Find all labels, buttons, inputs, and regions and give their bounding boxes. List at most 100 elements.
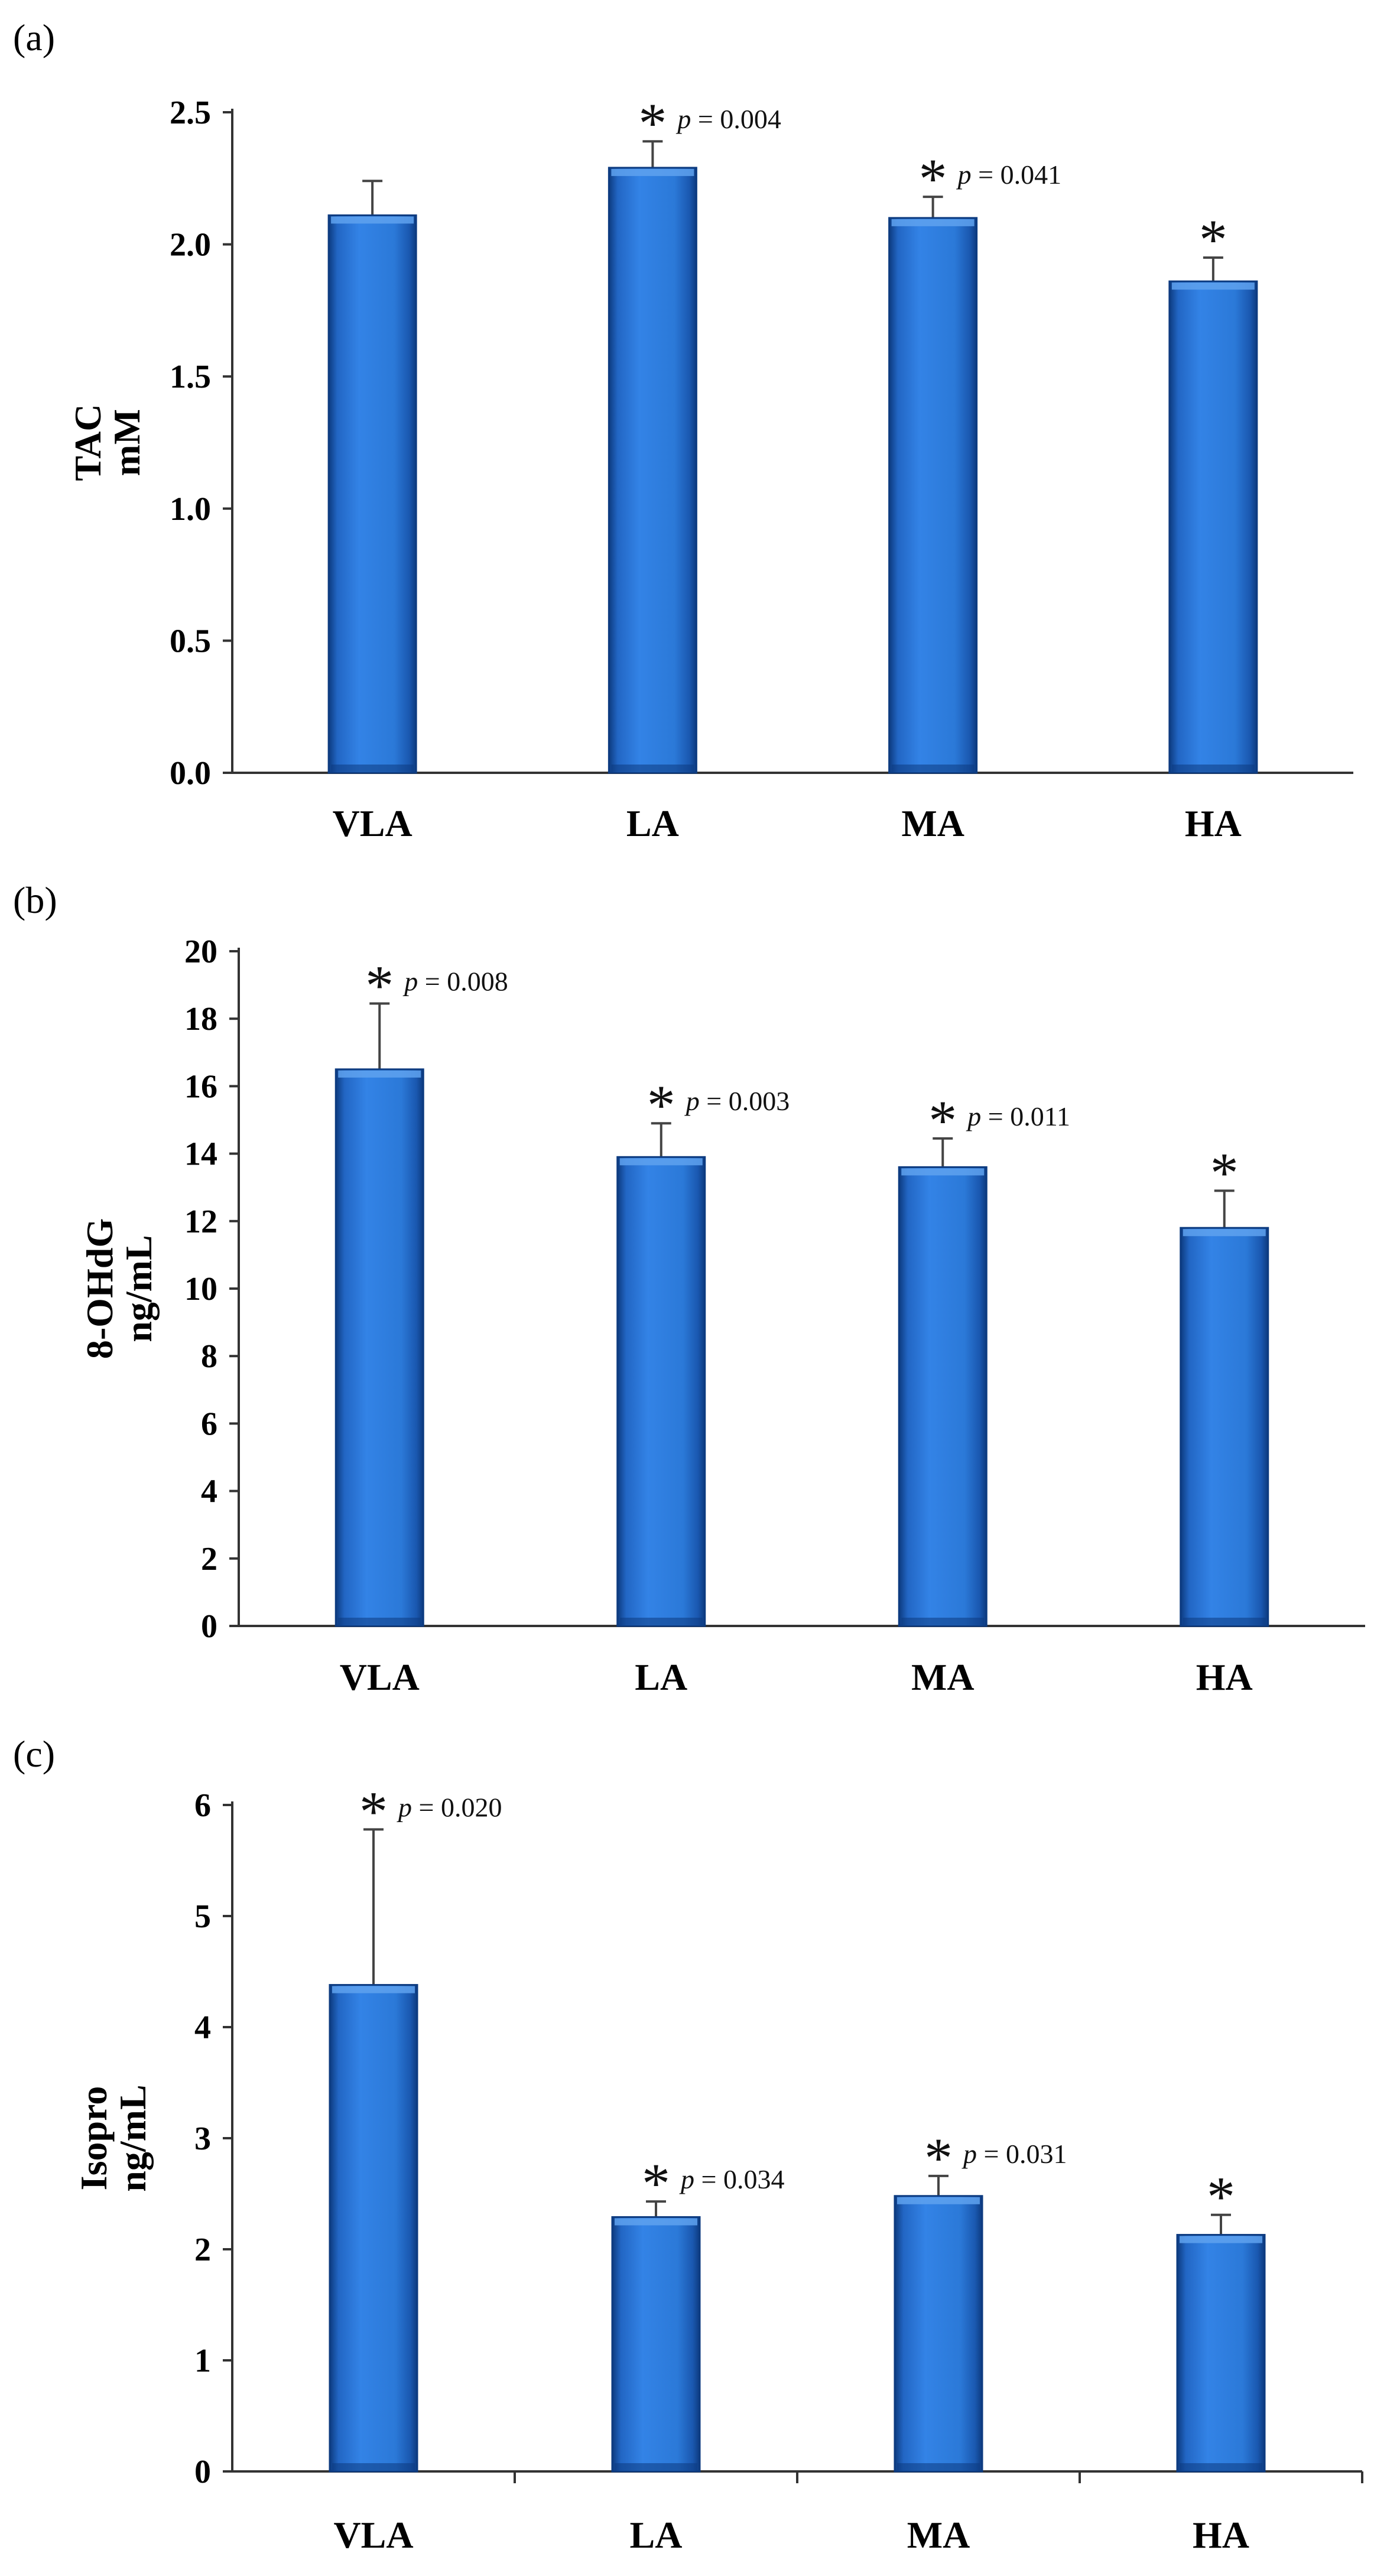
bar-bottom-bevel [331, 765, 414, 772]
y-tick-label: 12 [184, 1204, 217, 1240]
bar-ha [1176, 2234, 1266, 2473]
bar-top-bevel [611, 168, 694, 176]
p-value-symbol: p [397, 1792, 412, 1822]
p-value-label: p = 0.011 [966, 1101, 1070, 1131]
bar-bottom-bevel [1171, 765, 1255, 772]
p-value-label: p = 0.041 [956, 160, 1061, 190]
bar-top-bevel [615, 2218, 697, 2226]
x-category-label: MA [911, 1656, 975, 1698]
y-tick-label: 0.5 [170, 623, 211, 659]
bar-bottom-bevel [611, 765, 694, 772]
y-axis-title-line: ng/mL [118, 1235, 160, 1342]
bar-top-bevel [897, 2197, 980, 2204]
bar-ha [1168, 280, 1258, 774]
x-category-label: VLA [333, 802, 412, 844]
chart-panel-b: (b) 0 2 4 6 8 10 12 14 16 18 20 8-OHdGng/mL VLA * p = 0… [13, 879, 1365, 1698]
y-tick-label: 14 [184, 1136, 217, 1173]
p-value-number: = 0.031 [977, 2139, 1067, 2169]
p-value-label: p = 0.003 [684, 1086, 790, 1116]
significance-star: * [919, 147, 947, 210]
significance-star: * [638, 92, 667, 155]
p-value-number: = 0.034 [694, 2164, 784, 2194]
y-axis-title-line: ng/mL [112, 2084, 154, 2191]
bar-la [611, 2216, 701, 2473]
y-tick-label: 18 [184, 1001, 217, 1037]
y-tick-label: 6 [194, 1787, 211, 1824]
y-tick-label: 10 [184, 1271, 217, 1307]
bar-bottom-bevel [897, 2463, 980, 2470]
y-tick-label: 0 [201, 1608, 217, 1645]
y-tick-label: 1.5 [170, 359, 211, 395]
p-value-symbol: p [675, 104, 691, 134]
y-tick-label: 0 [194, 2454, 211, 2490]
y-tick-label: 16 [184, 1068, 217, 1105]
bar-la [608, 167, 697, 774]
bar-bottom-bevel [1180, 2463, 1262, 2470]
y-tick-label: 5 [194, 1898, 211, 1935]
bar-bottom-bevel [901, 1618, 985, 1625]
y-tick-label: 2.5 [170, 95, 211, 131]
x-category-label: HA [1185, 802, 1242, 844]
chart-panel-c: (c) 0 1 2 3 4 5 6 Isoprong/mL VLA * p = 0.020 LA * p =… [13, 1733, 1363, 2556]
bar-top-bevel [331, 216, 414, 224]
y-axis-title-line: Isopro [73, 2086, 115, 2191]
bar-bottom-bevel [891, 765, 975, 772]
significance-star: * [1207, 2165, 1235, 2229]
bar-ma [894, 2195, 983, 2473]
y-tick-label: 4 [201, 1474, 217, 1510]
chart-panel-a: (a) 0.0 0.5 1.0 1.5 2.0 2.5 TACmM VLA LA * p = 0.00… [13, 17, 1353, 844]
y-tick-label: 2.0 [170, 227, 211, 264]
p-value-number: = 0.003 [700, 1086, 790, 1116]
significance-star: * [1210, 1141, 1239, 1204]
y-tick-label: 2 [201, 1541, 217, 1578]
p-value-label: p = 0.008 [402, 967, 508, 997]
p-value-symbol: p [684, 1086, 700, 1116]
y-axis-title-line: TAC [67, 404, 109, 481]
p-value-symbol: p [966, 1101, 981, 1131]
bar-vla [334, 1068, 424, 1627]
p-value-label: p = 0.034 [679, 2164, 784, 2194]
y-tick-label: 0.0 [170, 755, 211, 792]
p-value-number: = 0.020 [412, 1792, 502, 1822]
x-category-label: MA [907, 2514, 970, 2556]
x-category-label: LA [630, 2514, 683, 2556]
x-category-label: MA [901, 802, 964, 844]
y-tick-label: 3 [194, 2120, 211, 2157]
bar-top-bevel [619, 1158, 703, 1166]
significance-star: * [928, 1089, 957, 1152]
bar-bottom-bevel [1183, 1618, 1266, 1625]
bar-bottom-bevel [332, 2463, 415, 2470]
significance-star: * [647, 1074, 675, 1137]
p-value-symbol: p [962, 2139, 977, 2169]
bar-top-bevel [338, 1070, 421, 1078]
y-tick-label: 20 [184, 934, 217, 970]
bar-top-bevel [332, 1986, 415, 1993]
p-value-symbol: p [956, 160, 972, 190]
p-value-label: p = 0.020 [397, 1792, 502, 1822]
p-value-number: = 0.011 [981, 1101, 1070, 1131]
bar-bottom-bevel [619, 1618, 703, 1625]
y-axis-title-line: 8-OHdG [79, 1218, 121, 1359]
x-category-label: LA [626, 802, 679, 844]
y-tick-label: 4 [194, 2009, 211, 2046]
bar-top-bevel [1183, 1229, 1266, 1237]
significance-star: * [365, 954, 394, 1017]
bar-ma [898, 1166, 988, 1627]
p-value-number: = 0.004 [691, 104, 781, 134]
significance-star: * [924, 2126, 953, 2190]
bar-bottom-bevel [615, 2463, 697, 2470]
p-value-number: = 0.041 [972, 160, 1061, 190]
y-axis-title: Isoprong/mL [73, 2084, 154, 2191]
significance-star: * [1199, 208, 1227, 271]
bar-bottom-bevel [338, 1618, 421, 1625]
x-category-label: VLA [340, 1656, 420, 1698]
bar-vla [329, 1984, 418, 2473]
p-value-label: p = 0.004 [675, 104, 781, 134]
significance-star: * [642, 2152, 670, 2215]
y-tick-label: 1.0 [170, 491, 211, 528]
p-value-symbol: p [402, 967, 418, 997]
y-tick-label: 8 [201, 1338, 217, 1375]
p-value-number: = 0.008 [418, 967, 508, 997]
bar-la [616, 1156, 706, 1627]
